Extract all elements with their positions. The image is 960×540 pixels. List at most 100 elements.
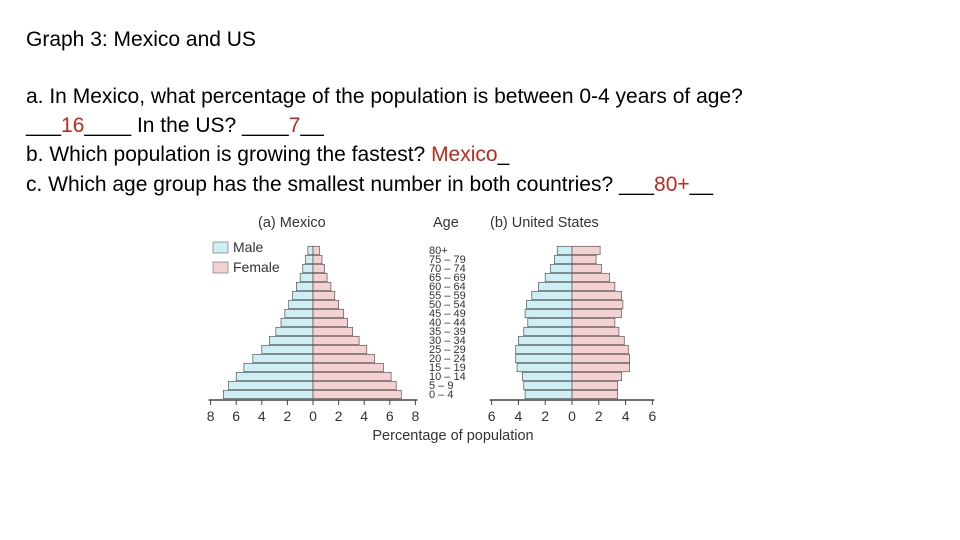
mexico-female-bar [312,254,323,265]
question-a: a. In Mexico, what percentage of the pop… [26,86,743,107]
mexico-x-tick-label: 4 [360,408,368,424]
us-male-bar [531,290,573,301]
panel-title-us: (b) United States [490,215,599,231]
age-label: 20 – 24 [429,353,466,365]
age-label: 40 – 44 [429,317,466,329]
mexico-male-bar [228,380,314,391]
page-title: Graph 3: Mexico and US [26,28,256,51]
blank: __ [300,114,324,137]
x-axis-label: Percentage of population [372,428,533,444]
mexico-female-bar [312,245,320,256]
mexico-male-bar [235,371,314,382]
question-a-answers: ___16____ In the US? ____7__ [26,115,324,136]
age-label: 25 – 29 [429,344,466,356]
age-label: 55 – 59 [429,290,466,302]
question-a-middle: ____ In the US? ____ [84,114,289,137]
question-c: c. Which age group has the smallest numb… [26,174,713,195]
mexico-female-bar [312,308,345,319]
mexico-x-tick-label: 2 [335,408,343,424]
mexico-male-bar [280,317,314,328]
mexico-male-bar [296,281,314,292]
mexico-male-bar [302,263,314,274]
mexico-female-bar [312,317,348,328]
mexico-female-bar [312,389,402,400]
us-male-bar [538,281,573,292]
mexico-female-bar [312,263,325,274]
blank: _ [497,143,510,166]
age-label: 5 – 9 [429,380,453,392]
us-male-bar [516,362,573,373]
us-female-bar [571,245,601,256]
mexico-male-bar [288,299,314,310]
legend-label-male: Male [233,239,264,255]
us-x-tick-label: 2 [595,408,603,424]
mexico-male-bar [223,389,314,400]
us-male-bar [524,389,573,400]
us-male-bar [515,353,573,364]
us-female-bar [571,299,624,310]
us-male-bar [524,308,573,319]
mexico-male-bar [269,335,314,346]
mexico-x-tick-label: 4 [258,408,266,424]
answer-a-mexico: 16 [61,114,85,137]
mexico-x-tick-label: 6 [386,408,394,424]
age-label: 30 – 34 [429,335,466,347]
us-female-bar [571,290,622,301]
us-male-bar [544,272,573,283]
us-female-bar [571,272,610,283]
mexico-x-tick-label: 2 [284,408,292,424]
us-female-bar [571,344,629,355]
mexico-male-bar [284,308,314,319]
age-label: 65 – 69 [429,272,466,284]
question-b-text: b. Which population is growing the faste… [26,143,432,166]
mexico-male-bar [292,290,314,301]
age-label: 45 – 49 [429,308,466,320]
question-b: b. Which population is growing the faste… [26,144,509,165]
us-x-tick-label: 2 [541,408,549,424]
age-label: 70 – 74 [429,263,466,275]
us-female-bar [571,317,616,328]
us-female-bar [571,281,616,292]
us-female-bar [571,362,630,373]
us-male-bar [554,254,573,265]
us-x-tick-label: 0 [568,408,576,424]
age-label: 35 – 39 [429,326,466,338]
mexico-female-bar [312,299,339,310]
us-female-bar [571,308,622,319]
us-female-bar [571,380,618,391]
age-axis-title: Age [433,215,459,231]
mexico-male-bar [275,326,314,337]
us-female-bar [571,335,625,346]
answer-b: Mexico [431,143,498,166]
blank: __ [689,173,714,196]
mexico-x-tick-label: 6 [232,408,240,424]
mexico-x-tick-label: 8 [412,408,420,424]
us-male-bar [526,299,573,310]
legend-swatch-female [212,261,229,274]
mexico-male-bar [252,353,314,364]
us-female-bar [571,389,618,400]
question-a-text: a. In Mexico, what percentage of the pop… [26,85,743,108]
us-x-tick-label: 4 [622,408,630,424]
age-label: 75 – 79 [429,254,466,266]
mexico-male-bar [307,245,314,256]
mexico-x-tick-label: 0 [309,408,317,424]
mexico-female-bar [312,281,332,292]
mexico-female-bar [312,371,392,382]
age-label: 15 – 19 [429,362,466,374]
us-male-bar [556,245,573,256]
legend-swatch-male [212,241,229,254]
mexico-female-bar [312,362,384,373]
us-female-bar [571,371,622,382]
mexico-female-bar [312,380,397,391]
mexico-male-bar [299,272,314,283]
us-x-tick-label: 4 [515,408,523,424]
question-c-text: c. Which age group has the smallest numb… [26,173,655,196]
us-female-bar [571,263,602,274]
blank: ___ [26,114,62,137]
mexico-x-tick-label: 8 [207,408,215,424]
us-x-tick-label: 6 [488,408,496,424]
legend-label-female: Female [233,259,280,275]
mexico-male-bar [304,254,314,265]
